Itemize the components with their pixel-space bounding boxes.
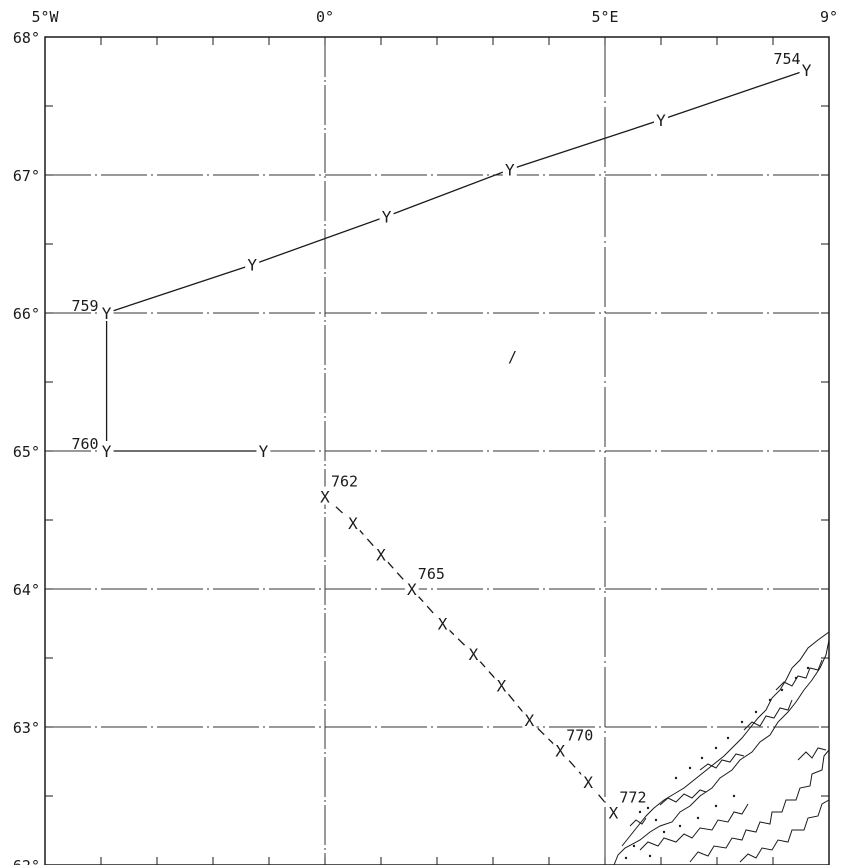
track-x-symbol-backing	[466, 643, 481, 662]
track-x-station-marker: X	[320, 488, 330, 507]
track-y-line	[105, 69, 807, 452]
track-y-symbol-backing	[799, 60, 814, 79]
track-x-station-marker: X	[525, 711, 535, 730]
station-number-label: 770	[566, 726, 593, 744]
track-x-symbol-backing	[318, 486, 332, 505]
track-x-symbol-backing	[404, 579, 419, 597]
track-y-symbol-backing	[654, 109, 668, 128]
track-x-station-marker: X	[348, 514, 358, 533]
track-y-station-marker: Y	[656, 111, 666, 130]
longitude-label: 9°	[820, 8, 838, 26]
graticule	[45, 37, 829, 865]
islet-dot	[662, 830, 666, 834]
track-y-station-marker: Y	[505, 160, 515, 179]
latitude-label: 67°	[13, 167, 40, 185]
station-number-label: 754	[774, 50, 801, 68]
islet-dot	[678, 824, 682, 828]
islet-dot	[754, 710, 758, 714]
stray-tick-mark: /	[508, 348, 517, 366]
map-frame	[44, 36, 830, 865]
track-x-symbol-backing	[553, 740, 568, 759]
track-y-symbol-backing	[99, 441, 114, 459]
track-y-symbol-backing	[245, 254, 260, 273]
latitude-label: 65°	[13, 443, 40, 461]
track-x-symbol-backing	[435, 613, 450, 632]
track-y-symbol-backing	[99, 303, 114, 321]
track-y-station-marker: Y	[102, 442, 112, 461]
station-number-label: 762	[331, 473, 358, 491]
coordinate-labels: 5°W 0° 5°E 9° 68° 67° 66° 65° 64° 63° 62°	[13, 8, 838, 865]
track-y-symbol-backing	[379, 206, 394, 225]
track-x-symbol-backing	[346, 512, 360, 531]
islet-dot	[780, 688, 784, 692]
islet-dot	[726, 736, 730, 740]
track-x-symbol-backing	[522, 710, 537, 729]
islet-dot	[794, 676, 798, 680]
track-y-station-marker: Y	[247, 256, 257, 275]
track-x-station-marker: X	[469, 645, 479, 664]
latitude-label: 62°	[13, 857, 40, 865]
islet-dot	[654, 818, 658, 822]
track-x-symbol-backing	[374, 544, 388, 563]
track-x-symbol-backing	[581, 772, 596, 791]
station-number-label: 760	[72, 435, 99, 453]
islet-dot	[624, 856, 628, 860]
latitude-label: 64°	[13, 581, 40, 599]
coastal-islets	[624, 666, 810, 860]
track-x-symbol-backing	[494, 675, 509, 694]
islet-dot	[696, 816, 700, 820]
track-y-symbol-backing	[502, 159, 517, 178]
islet-dot	[648, 854, 652, 858]
track-x-station-marker: X	[438, 615, 448, 634]
track-x-symbol-backing	[606, 802, 621, 821]
track-y-station-marker: Y	[802, 61, 812, 80]
track-x-station-marker: X	[497, 677, 507, 696]
islet-dot	[732, 794, 736, 798]
station-number-label: 759	[72, 297, 99, 315]
islet-dot	[714, 746, 718, 750]
longitude-label: 5°W	[31, 8, 59, 26]
islet-dot	[700, 756, 704, 760]
track-y-station-marker: Y	[102, 304, 112, 323]
islet-dot	[632, 844, 636, 848]
islet-dot	[806, 666, 810, 670]
track-x-station-marker: X	[609, 804, 619, 823]
track-x-station-marker: X	[407, 580, 417, 599]
track-y-station-marker: Y	[259, 442, 269, 461]
latitude-label: 63°	[13, 719, 40, 737]
islet-dot	[646, 806, 650, 810]
track-x-station-marker: X	[376, 546, 386, 565]
longitude-label: 0°	[316, 8, 334, 26]
islet-dot	[674, 776, 678, 780]
station-number-label: 765	[418, 565, 445, 583]
islet-dot	[638, 810, 642, 814]
islet-dot	[688, 766, 692, 770]
track-y-symbol-backing	[256, 441, 271, 459]
latitude-label: 66°	[13, 305, 40, 323]
islet-dot	[740, 720, 744, 724]
islet-dot	[768, 698, 772, 702]
track-y-station-marker: Y	[382, 207, 392, 226]
track-x-station-marker: X	[555, 741, 565, 760]
longitude-label: 5°E	[591, 8, 618, 26]
track-x-station-marker: X	[583, 773, 593, 792]
station-number-label: 772	[619, 789, 646, 807]
latitude-label: 68°	[13, 29, 40, 47]
norway-coastline	[613, 631, 830, 865]
islet-dot	[714, 804, 718, 808]
